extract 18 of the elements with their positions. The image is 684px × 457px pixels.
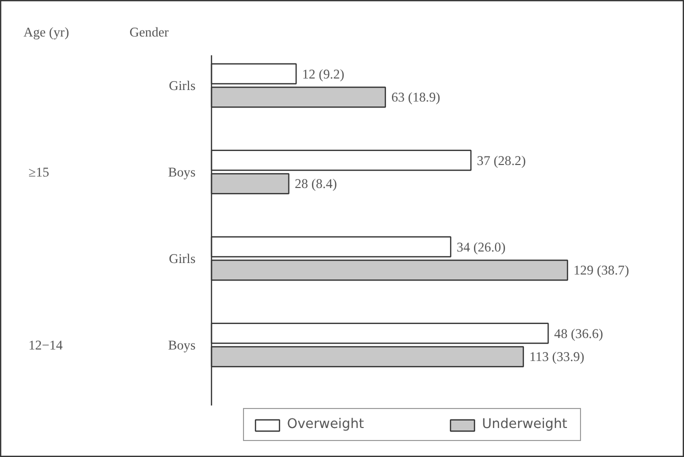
data-label: 12 (9.2) xyxy=(302,66,344,82)
y-tick-label: Girls xyxy=(168,78,196,93)
text: 12−14 xyxy=(28,338,64,352)
data-label: 34 (26.0) xyxy=(456,239,506,254)
legend-label: Underweight xyxy=(482,417,568,432)
y-tick-label: Girls xyxy=(168,251,196,266)
data-label: 37 (28.2) xyxy=(476,152,526,168)
data-label: 48 (36.6) xyxy=(554,326,604,341)
data-label: 129 (38.7) xyxy=(574,262,630,278)
text: Gender xyxy=(130,24,170,40)
y-tick-label: Boys xyxy=(168,338,196,352)
data-label: 113 (33.9) xyxy=(529,349,584,364)
data-label: 63 (18.9) xyxy=(391,90,440,105)
y-tick-label: Boys xyxy=(168,164,196,180)
text: ≥15 xyxy=(28,164,50,180)
data-label: 28 (8.4) xyxy=(294,176,337,192)
text: Age (yr) xyxy=(24,24,70,40)
legend-label: Overweight xyxy=(287,417,365,432)
